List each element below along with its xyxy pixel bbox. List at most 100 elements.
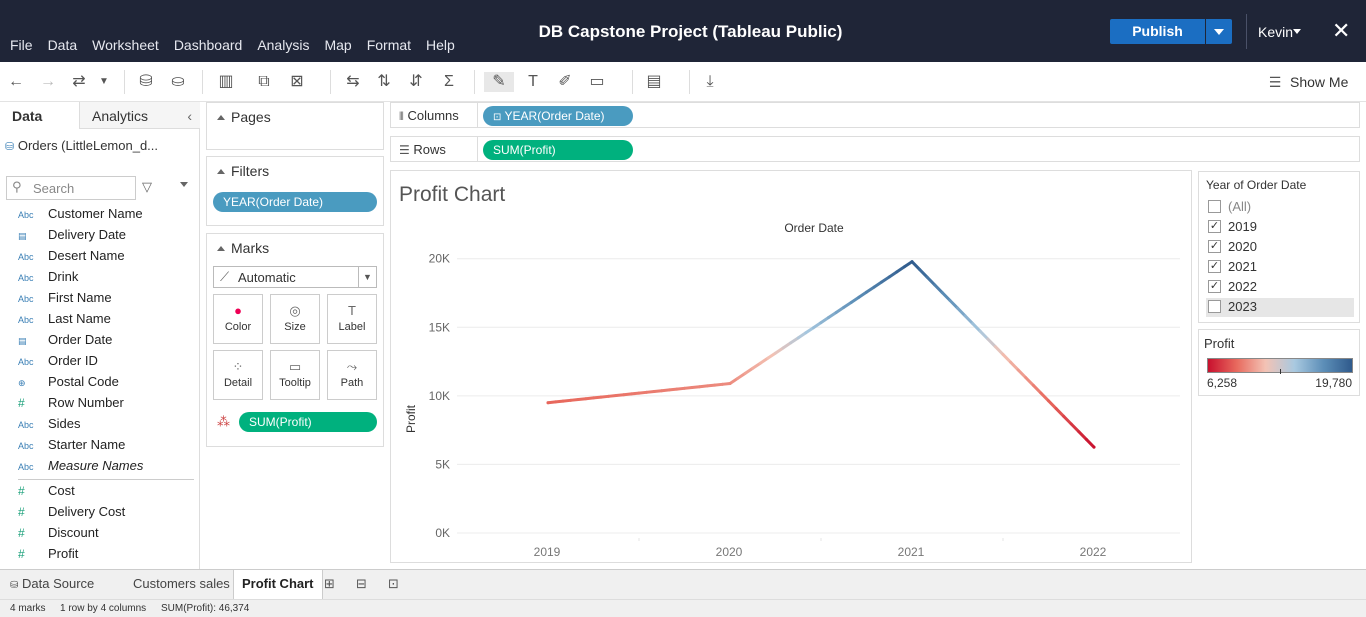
mark-type-select[interactable]: ⟋ Automatic ▼: [213, 266, 377, 288]
field-item[interactable]: # Cost: [18, 483, 198, 501]
sort-descending-icon[interactable]: ⇵: [409, 73, 423, 90]
color-button[interactable]: ● Color: [213, 294, 263, 344]
y-tick-label: 5K: [435, 457, 450, 471]
field-item[interactable]: ⊕ Postal Code: [18, 374, 198, 392]
label-button[interactable]: T Label: [327, 294, 377, 344]
checkbox[interactable]: ✓: [1208, 220, 1221, 233]
checkbox[interactable]: [1208, 300, 1221, 313]
chevron-down-icon[interactable]: [180, 182, 188, 187]
collapse-icon[interactable]: [217, 169, 225, 174]
duplicate-sheet-icon[interactable]: ⧉: [258, 73, 270, 90]
publish-button[interactable]: Publish: [1110, 19, 1205, 44]
checkbox[interactable]: ✓: [1208, 260, 1221, 273]
field-item[interactable]: Abc Customer Name: [18, 206, 198, 224]
field-item[interactable]: Abc Sides: [18, 416, 198, 434]
close-icon[interactable]: ✕: [1332, 18, 1351, 43]
chevron-down-icon[interactable]: ▼: [99, 76, 109, 87]
new-story-icon[interactable]: ⊡: [388, 576, 399, 591]
field-item[interactable]: # Discount: [18, 525, 198, 543]
year-filter-item[interactable]: 2023: [1206, 298, 1354, 317]
tooltip-button[interactable]: ▭ Tooltip: [270, 350, 320, 400]
menu-file[interactable]: File: [10, 37, 33, 53]
replay-icon[interactable]: ⇄: [72, 73, 86, 90]
menu-dashboard[interactable]: Dashboard: [173, 37, 243, 53]
menu-format[interactable]: Format: [366, 37, 412, 53]
new-worksheet-icon[interactable]: ▥: [218, 73, 234, 90]
line-segment: [1069, 422, 1081, 434]
year-filter-item[interactable]: ✓ 2022: [1206, 278, 1354, 297]
status-sum: SUM(Profit): 46,374: [161, 603, 250, 614]
label-marks-icon[interactable]: T: [528, 73, 538, 90]
line-segment: [1054, 407, 1066, 418]
presentation-icon[interactable]: ▤: [646, 73, 662, 90]
menu-help[interactable]: Help: [426, 37, 455, 53]
year-filter-item[interactable]: ✓ 2019: [1206, 218, 1354, 237]
filter-pill[interactable]: YEAR(Order Date): [213, 192, 377, 212]
columns-pill[interactable]: ⊡ YEAR(Order Date): [483, 106, 633, 126]
field-item[interactable]: Abc Desert Name: [18, 248, 198, 266]
publish-dropdown-button[interactable]: [1206, 19, 1232, 44]
download-icon[interactable]: ⤓: [706, 73, 714, 90]
detail-button[interactable]: ⁘ Detail: [213, 350, 263, 400]
undo-icon[interactable]: ←: [8, 73, 24, 90]
tab-customers-sales[interactable]: Customers sales: [133, 576, 230, 591]
checkbox[interactable]: ✓: [1208, 280, 1221, 293]
clear-sheet-icon[interactable]: ⊠: [290, 73, 304, 90]
pause-updates-icon[interactable]: ⛀: [171, 73, 185, 90]
year-filter-item[interactable]: (All): [1206, 198, 1354, 217]
new-worksheet-icon[interactable]: ⊞: [324, 576, 335, 591]
divider: [1246, 14, 1247, 49]
datasource-item[interactable]: ⛁ Orders (LittleLemon_d...: [5, 138, 158, 153]
fit-icon[interactable]: ▭: [589, 73, 605, 90]
tab-data-source[interactable]: ⛁ Data Source: [2, 570, 102, 599]
field-item[interactable]: Abc Last Name: [18, 311, 198, 329]
menu-map[interactable]: Map: [324, 37, 352, 53]
year-filter-item[interactable]: ✓ 2021: [1206, 258, 1354, 277]
line-segment: [971, 322, 982, 333]
totals-icon[interactable]: Σ: [444, 73, 454, 90]
size-button[interactable]: ◎ Size: [270, 294, 320, 344]
field-item[interactable]: # Profit: [18, 546, 198, 564]
sort-ascending-icon[interactable]: ⇅: [377, 73, 391, 90]
field-item[interactable]: # Delivery Cost: [18, 504, 198, 522]
field-item[interactable]: ▤ Order Date: [18, 332, 198, 350]
field-item[interactable]: ▤ Delivery Date: [18, 227, 198, 245]
y-tick-label: 0K: [435, 526, 450, 540]
menu-worksheet[interactable]: Worksheet: [92, 37, 159, 53]
checkbox[interactable]: [1208, 200, 1221, 213]
show-me-button[interactable]: Show Me: [1290, 74, 1349, 90]
tab-data[interactable]: Data: [0, 102, 80, 129]
swap-rows-columns-icon[interactable]: ⇆: [346, 73, 360, 90]
field-item[interactable]: # Row Number: [18, 395, 198, 413]
filter-icon[interactable]: ▽: [142, 179, 152, 194]
search-input[interactable]: Search: [6, 176, 136, 200]
field-item[interactable]: Abc Drink: [18, 269, 198, 287]
new-dashboard-icon[interactable]: ⊟: [356, 576, 367, 591]
rows-pill[interactable]: SUM(Profit): [483, 140, 633, 160]
collapse-icon[interactable]: [217, 246, 225, 251]
field-item[interactable]: Abc First Name: [18, 290, 198, 308]
marks-pill[interactable]: SUM(Profit): [239, 412, 377, 432]
show-me-icon[interactable]: ☰: [1268, 74, 1282, 90]
field-item[interactable]: Abc Starter Name: [18, 437, 198, 455]
menu-analysis[interactable]: Analysis: [257, 37, 310, 53]
collapse-icon[interactable]: ‹: [187, 108, 192, 124]
columns-shelf[interactable]: ⦀ Columns ⊡ YEAR(Order Date): [390, 102, 1360, 128]
path-button[interactable]: ⤳ Path: [327, 350, 377, 400]
redo-icon[interactable]: →: [40, 73, 56, 90]
x-tick-label: 2022: [1080, 545, 1107, 559]
checkbox[interactable]: ✓: [1208, 240, 1221, 253]
chevron-down-icon[interactable]: [1293, 29, 1301, 34]
highlight-icon[interactable]: ✎: [484, 72, 514, 92]
collapse-icon[interactable]: [217, 115, 225, 120]
tab-analytics[interactable]: Analytics ‹: [80, 102, 200, 129]
field-item[interactable]: Abc Measure Names: [18, 458, 198, 476]
new-datasource-icon[interactable]: ⛁: [139, 73, 153, 90]
year-filter-item[interactable]: ✓ 2020: [1206, 238, 1354, 257]
format-icon[interactable]: ✐: [558, 73, 572, 90]
menu-data[interactable]: Data: [47, 37, 78, 53]
tab-profit-chart[interactable]: Profit Chart: [233, 570, 323, 599]
rows-shelf[interactable]: ☰ Rows SUM(Profit): [390, 136, 1360, 162]
field-item[interactable]: Abc Order ID: [18, 353, 198, 371]
user-menu[interactable]: Kevin: [1258, 24, 1294, 40]
